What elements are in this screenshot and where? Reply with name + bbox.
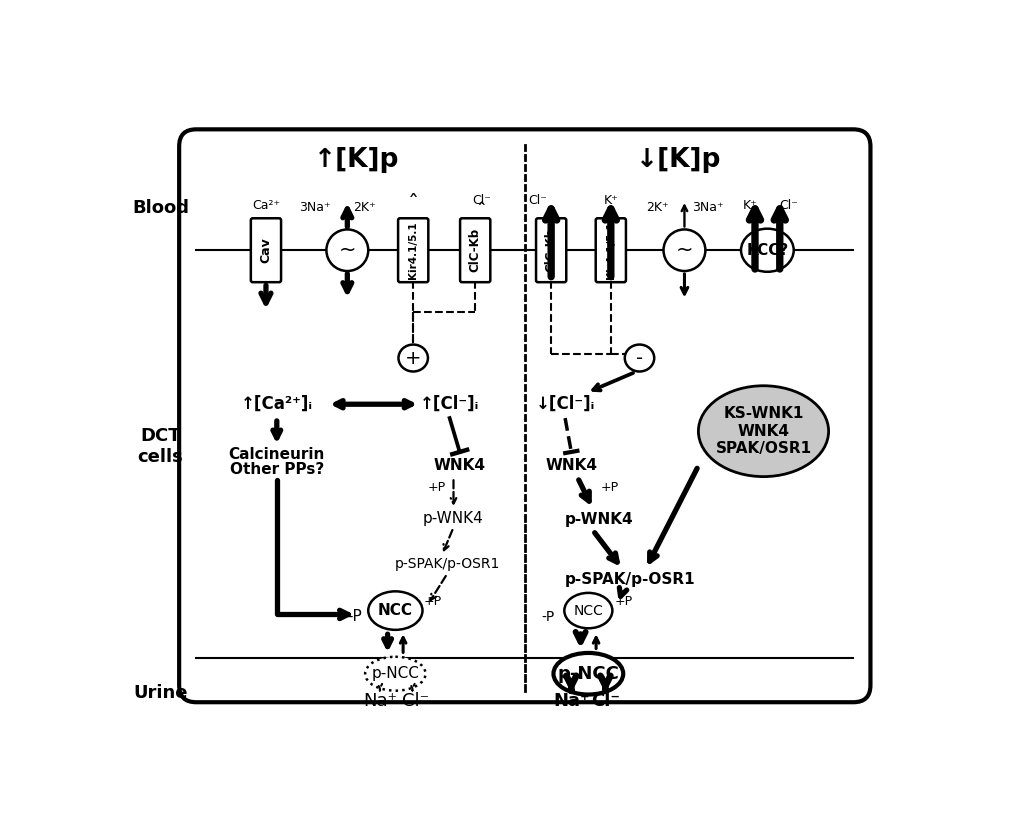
Text: NCC: NCC [573, 604, 603, 618]
Text: K⁺: K⁺ [603, 193, 618, 207]
Ellipse shape [625, 344, 654, 371]
Ellipse shape [327, 229, 369, 271]
Text: Cl⁻: Cl⁻ [402, 691, 429, 710]
Text: 3Na⁺: 3Na⁺ [299, 201, 331, 214]
Text: ↑[K]p: ↑[K]p [314, 147, 399, 173]
Text: -P: -P [542, 610, 555, 624]
Text: +P: +P [427, 481, 445, 494]
Ellipse shape [698, 386, 828, 476]
Text: +: + [404, 349, 422, 368]
Text: ↑[Ca²⁺]ᵢ: ↑[Ca²⁺]ᵢ [241, 395, 313, 413]
Text: WNK4: WNK4 [434, 459, 485, 474]
Text: Calcineurin: Calcineurin [228, 447, 325, 462]
Text: 2K⁺: 2K⁺ [353, 201, 376, 214]
Ellipse shape [369, 591, 423, 630]
Ellipse shape [741, 229, 794, 272]
FancyBboxPatch shape [179, 129, 870, 702]
Text: Other PPs?: Other PPs? [229, 462, 324, 477]
Text: ↓[Cl⁻]ᵢ: ↓[Cl⁻]ᵢ [536, 395, 595, 413]
Text: p-NCC: p-NCC [372, 666, 419, 681]
Text: ˆ: ˆ [408, 194, 419, 214]
Text: WNK4: WNK4 [546, 459, 597, 474]
Text: ˆ: ˆ [476, 202, 486, 221]
FancyBboxPatch shape [596, 219, 626, 282]
Text: 2K⁺: 2K⁺ [646, 201, 669, 214]
Text: ~: ~ [339, 240, 356, 260]
FancyBboxPatch shape [398, 219, 428, 282]
Text: ↓[K]p: ↓[K]p [636, 147, 721, 173]
Ellipse shape [554, 653, 624, 695]
Text: Cl⁻: Cl⁻ [527, 193, 547, 207]
Text: -: - [636, 349, 643, 368]
Text: Urine: Urine [133, 684, 187, 702]
Text: Na⁺: Na⁺ [362, 691, 397, 710]
Text: Cl⁻: Cl⁻ [779, 199, 799, 212]
Text: -P: -P [348, 610, 362, 625]
Text: ClC-Kb: ClC-Kb [469, 229, 481, 272]
Ellipse shape [366, 657, 426, 691]
Text: ClC-Kb: ClC-Kb [545, 229, 558, 272]
FancyBboxPatch shape [460, 219, 490, 282]
Text: Cl⁻: Cl⁻ [472, 193, 490, 207]
FancyBboxPatch shape [251, 219, 281, 282]
Text: +P: +P [615, 595, 633, 608]
Text: DCT
cells: DCT cells [137, 427, 183, 466]
Text: p-SPAK/p-OSR1: p-SPAK/p-OSR1 [394, 557, 500, 571]
Text: Na⁺: Na⁺ [553, 691, 590, 710]
Text: ~: ~ [676, 240, 693, 260]
Text: p-WNK4: p-WNK4 [565, 512, 634, 527]
Text: p-NCC: p-NCC [557, 665, 620, 683]
Text: K⁺: K⁺ [743, 199, 758, 212]
Text: p-SPAK/p-OSR1: p-SPAK/p-OSR1 [565, 572, 695, 587]
Text: NCC: NCC [378, 603, 413, 618]
Text: ↑[Cl⁻]ᵢ: ↑[Cl⁻]ᵢ [420, 395, 479, 413]
Text: Ca²⁺: Ca²⁺ [252, 199, 280, 212]
Ellipse shape [664, 229, 706, 271]
Ellipse shape [564, 593, 612, 628]
Text: Cl⁻: Cl⁻ [591, 691, 620, 710]
Text: Kir4.1/5.1: Kir4.1/5.1 [409, 221, 418, 279]
Ellipse shape [398, 344, 428, 371]
Text: p-WNK4: p-WNK4 [423, 510, 484, 525]
Text: Cav: Cav [259, 238, 272, 263]
Text: +P: +P [424, 595, 441, 608]
Text: +P: +P [601, 481, 620, 494]
Text: KCC?: KCC? [746, 243, 788, 258]
Text: KS-WNK1
WNK4
SPAK/OSR1: KS-WNK1 WNK4 SPAK/OSR1 [716, 406, 812, 456]
Text: Kir4.1/5.1: Kir4.1/5.1 [606, 221, 615, 279]
Text: Blood: Blood [132, 198, 189, 217]
Text: 3Na⁺: 3Na⁺ [692, 201, 724, 214]
FancyBboxPatch shape [536, 219, 566, 282]
